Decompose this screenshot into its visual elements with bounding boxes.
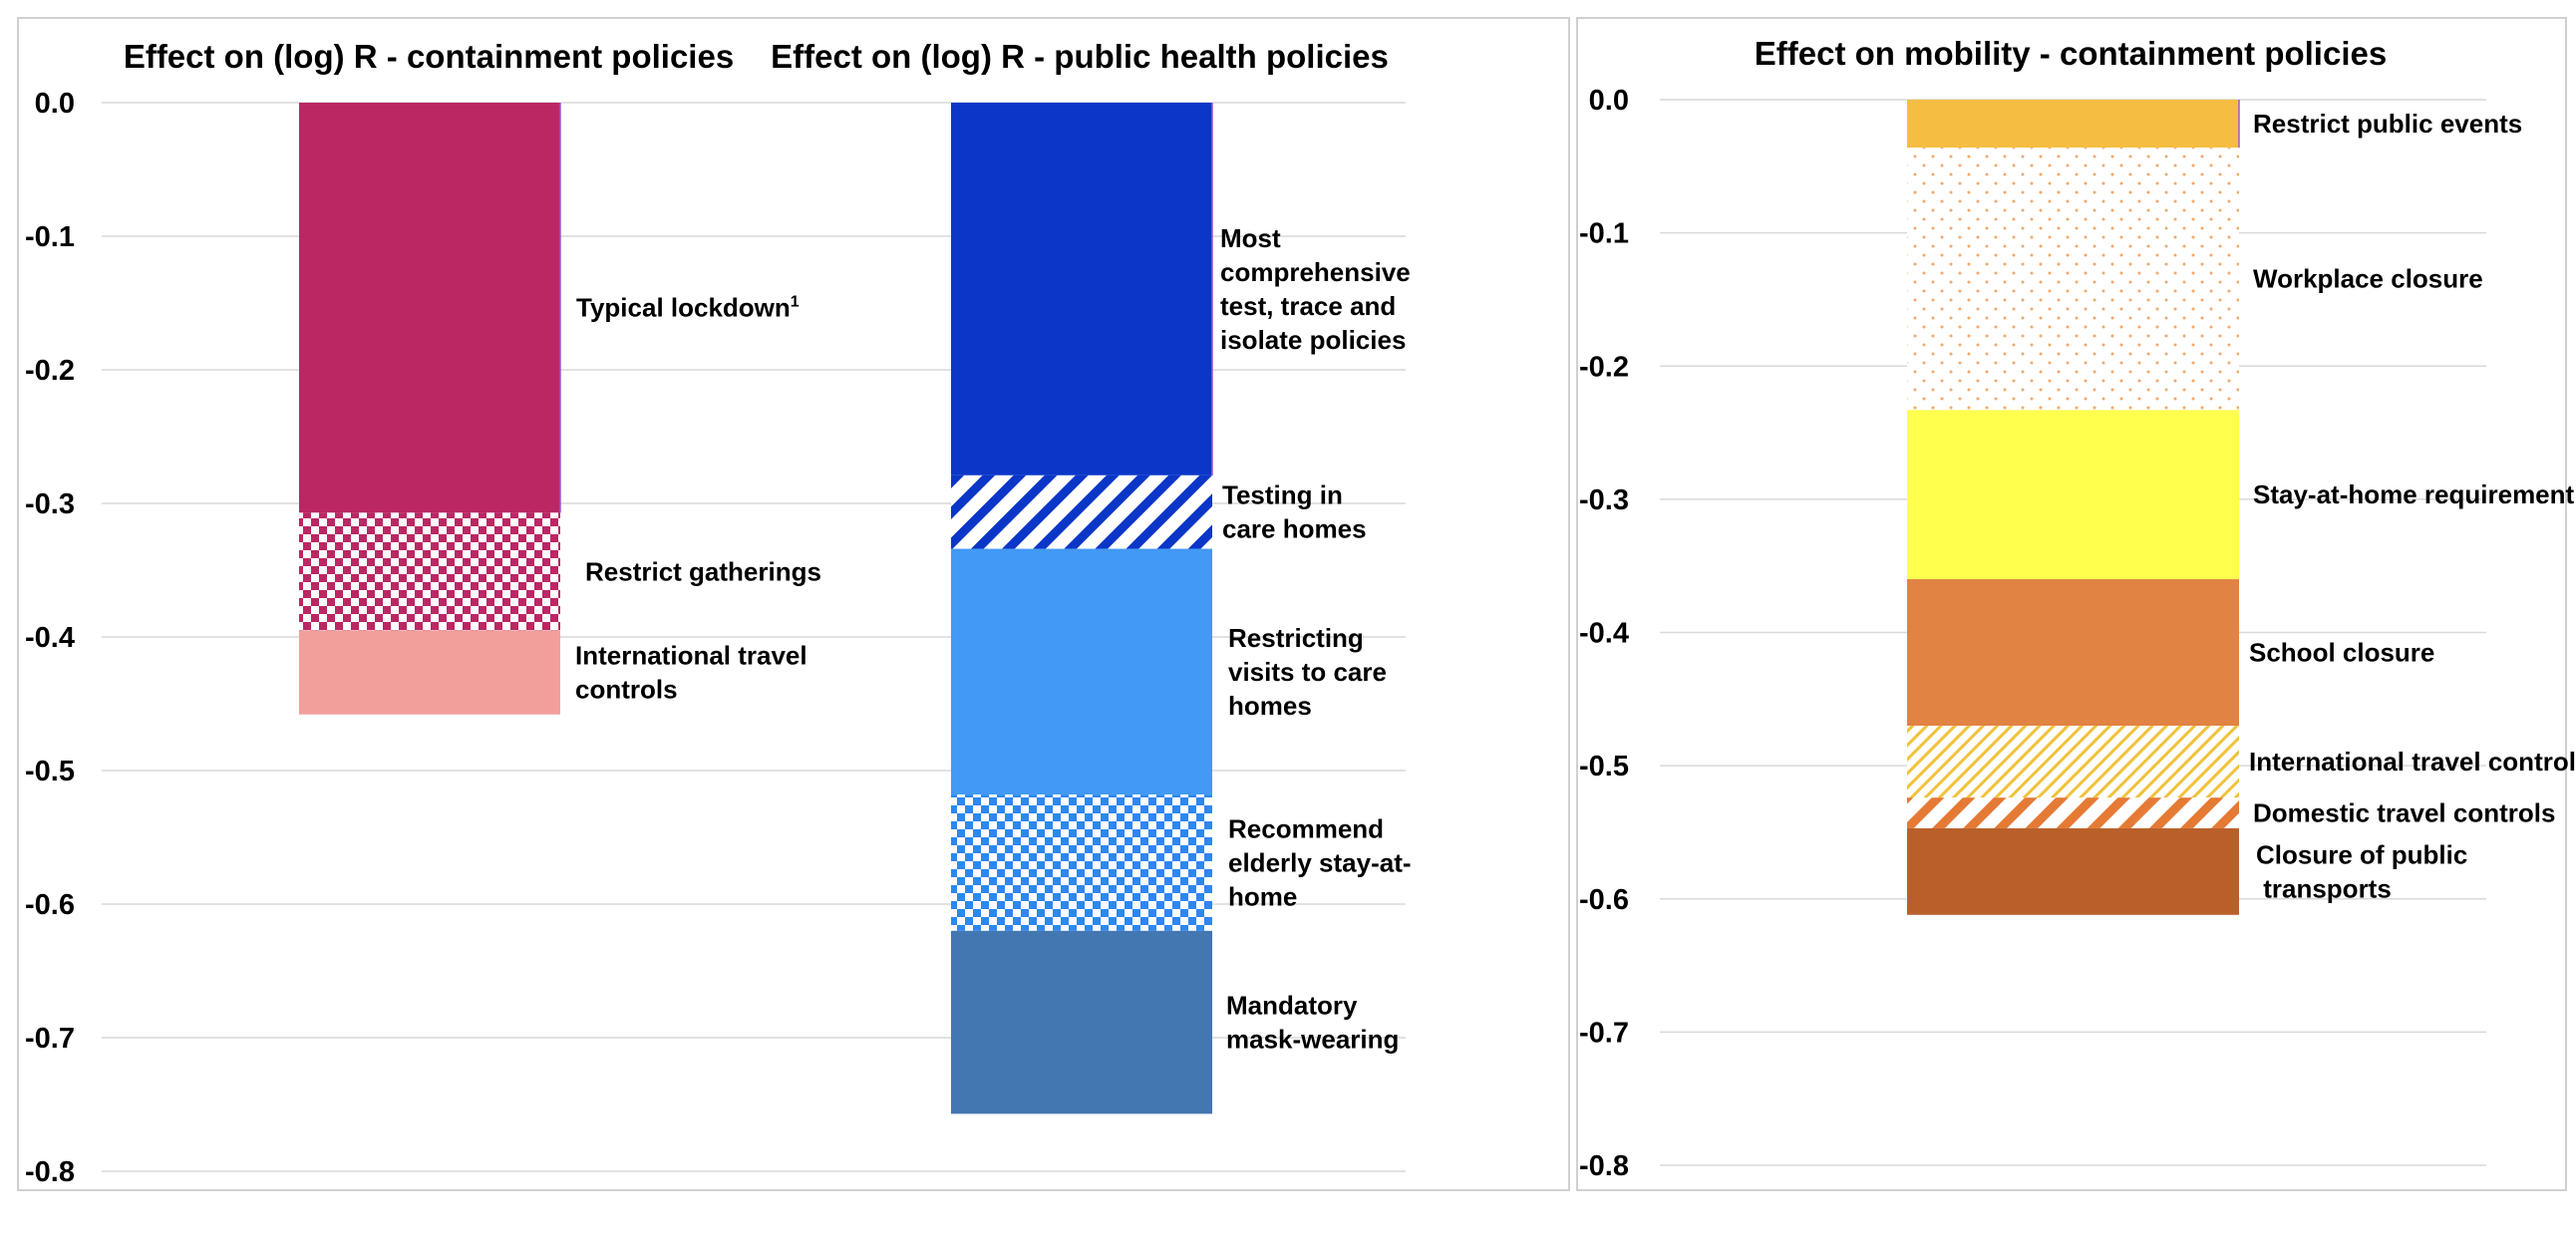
- segment-label-restrict-gatherings: Restrict gatherings: [585, 556, 821, 586]
- y-tick-label: -0.5: [1579, 751, 1629, 782]
- bar-segment-most-comprehensive-test-trace-and-isolate-policies: [951, 103, 1212, 475]
- segment-label-mandatory-mask-wearing: Mandatory mask-wearing: [1226, 991, 1399, 1055]
- bar-segment-closure-of-public-transports: [1907, 827, 2239, 915]
- bar-segment-mandatory-mask-wearing: [951, 930, 1212, 1114]
- left-y-axis: 0.0 -0.1 -0.2 -0.3 -0.4 -0.5 -0.6 -0.7 -0.8: [25, 88, 75, 1188]
- bar-segment-school-closure: [1907, 579, 2239, 727]
- bar-segment-restricting-visits-to-care-homes: [951, 548, 1212, 795]
- y-tick-label: -0.6: [1579, 884, 1629, 916]
- y-tick-label: -0.2: [1579, 351, 1629, 383]
- y-tick-label: -0.1: [25, 221, 75, 253]
- y-tick-label: -0.4: [25, 622, 75, 654]
- y-tick-label: -0.7: [25, 1023, 75, 1055]
- y-tick-label: -0.5: [25, 756, 75, 787]
- bar-segment-stay-at-home-requirement: [1907, 410, 2239, 580]
- chart-title-mobility: Effect on mobility - containment policie…: [1755, 35, 2387, 72]
- y-tick-label: 0.0: [35, 88, 75, 120]
- containment-r-bar: Typical lockdown1 Restrict gatherings Inte…: [299, 103, 821, 715]
- bar-segment-domestic-travel-controls: [1907, 797, 2239, 828]
- right-y-axis: 0.0 -0.1 -0.2 -0.3 -0.4 -0.5 -0.6 -0.7 -0.8: [1579, 85, 1629, 1182]
- segment-label-typical-lockdown: Typical lockdown1: [576, 293, 800, 323]
- bar-segment-restrict-gatherings: [299, 512, 560, 631]
- segment-label-domestic-travel-controls: Domestic travel controls: [2253, 798, 2555, 828]
- segment-label-workplace-closure: Workplace closure: [2253, 264, 2483, 294]
- y-tick-label: -0.7: [1579, 1017, 1629, 1049]
- segment-label-testing-in-care-homes: Testing in care homes: [1222, 480, 1367, 544]
- y-tick-label: -0.6: [25, 889, 75, 921]
- bar-segment-workplace-closure: [1907, 148, 2239, 411]
- y-tick-label: -0.2: [25, 355, 75, 387]
- right-panel-frame: [1576, 17, 2567, 1191]
- segment-label-closure-of-public-transports: Closure of public transports: [2256, 839, 2467, 903]
- y-tick-label: -0.3: [25, 488, 75, 520]
- bar-segment-typical-lockdown: [299, 103, 560, 513]
- y-tick-label: 0.0: [1589, 85, 1629, 117]
- left-panel-frame: [17, 17, 1570, 1191]
- bar-segment-restrict-public-events: [1907, 100, 2239, 149]
- y-tick-label: -0.1: [1579, 218, 1629, 250]
- mobility-bar: Restrict public events Workplace closure S…: [1907, 100, 2576, 915]
- bar-segment-recommend-elderly-stay-at-home: [951, 794, 1212, 931]
- chart-title-containment-r: Effect on (log) R - containment policies: [124, 38, 734, 75]
- bar-segment-testing-in-care-homes: [951, 474, 1212, 549]
- y-tick-label: -0.4: [1579, 618, 1629, 650]
- segment-label-restrict-public-events: Restrict public events: [2253, 109, 2522, 139]
- bar-segment-international-travel-controls: [1907, 726, 2239, 798]
- segment-label-international-travel-controls: International travel controls: [575, 641, 807, 705]
- y-tick-label: -0.8: [1579, 1150, 1629, 1182]
- segment-label-school-closure: School closure: [2249, 638, 2434, 668]
- segment-label-recommend-elderly-stay-at-home: Recommend elderly stay-at-home: [1228, 813, 1412, 911]
- y-tick-label: -0.8: [25, 1156, 75, 1188]
- public-health-r-bar: Most comprehensive test, trace and isolate …: [951, 103, 1412, 1114]
- chart-title-public-health-r: Effect on (log) R - public health polici…: [771, 38, 1389, 75]
- footnote-marker: 1: [791, 294, 800, 311]
- segment-label-international-travel-controls: International travel controls: [2249, 747, 2576, 777]
- bar-segment-international-travel-controls: [299, 630, 560, 715]
- segment-label-restricting-visits-to-care-homes: Restricting visits to care homes: [1228, 623, 1387, 721]
- segment-label-stay-at-home-requirement: Stay-at-home requirement: [2253, 479, 2575, 509]
- segment-label-most-comprehensive-test-trace-and-isolate-policies: Most comprehensive test, trace and isolate …: [1220, 223, 1411, 355]
- y-tick-label: -0.3: [1579, 484, 1629, 516]
